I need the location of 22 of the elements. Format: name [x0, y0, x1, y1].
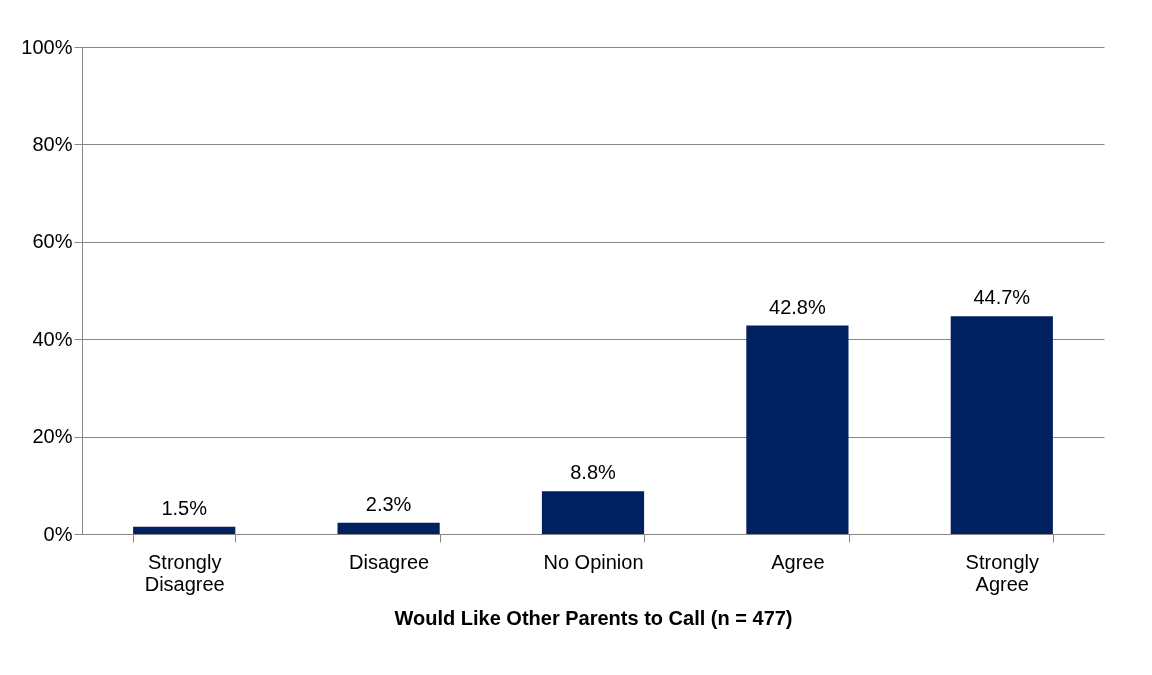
y-tick-label: 0% [43, 522, 73, 545]
data-label: 1.5% [161, 496, 208, 519]
data-label: 2.3% [365, 492, 412, 515]
bar [950, 316, 1053, 534]
bar [541, 491, 645, 534]
y-tick-label: 80% [32, 132, 73, 155]
y-tick-label: 40% [32, 327, 73, 350]
data-label: 42.8% [769, 295, 826, 318]
data-label: 44.7% [973, 286, 1031, 309]
x-tick-label: Strongly Agree [965, 550, 1039, 595]
y-tick-label: 100% [21, 35, 73, 58]
x-tick-label: Agree [771, 550, 825, 573]
y-tick-label: 60% [32, 230, 73, 253]
x-tick-label: No Opinion [543, 550, 644, 573]
data-label: 8.8% [570, 461, 617, 484]
bar [746, 325, 849, 534]
bar [133, 526, 236, 534]
bar [337, 522, 440, 534]
x-tick-label: Disagree [349, 550, 430, 573]
x-tick-label: Strongly Disagree [144, 550, 225, 595]
x-axis-title: Would Like Other Parents to Call (n = 477) [394, 606, 793, 629]
y-tick-label: 20% [32, 425, 73, 448]
